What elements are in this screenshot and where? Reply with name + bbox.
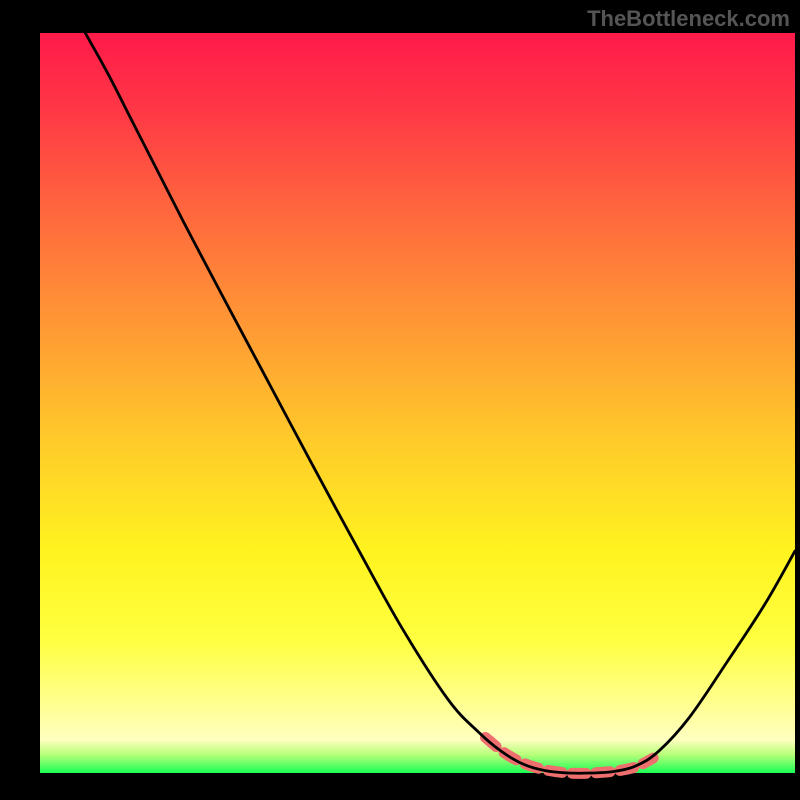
plot-area <box>40 33 795 773</box>
bottleneck-curve <box>85 33 795 773</box>
curve-layer <box>40 33 795 773</box>
chart-frame: TheBottleneck.com <box>0 0 800 800</box>
watermark-text: TheBottleneck.com <box>587 6 790 32</box>
